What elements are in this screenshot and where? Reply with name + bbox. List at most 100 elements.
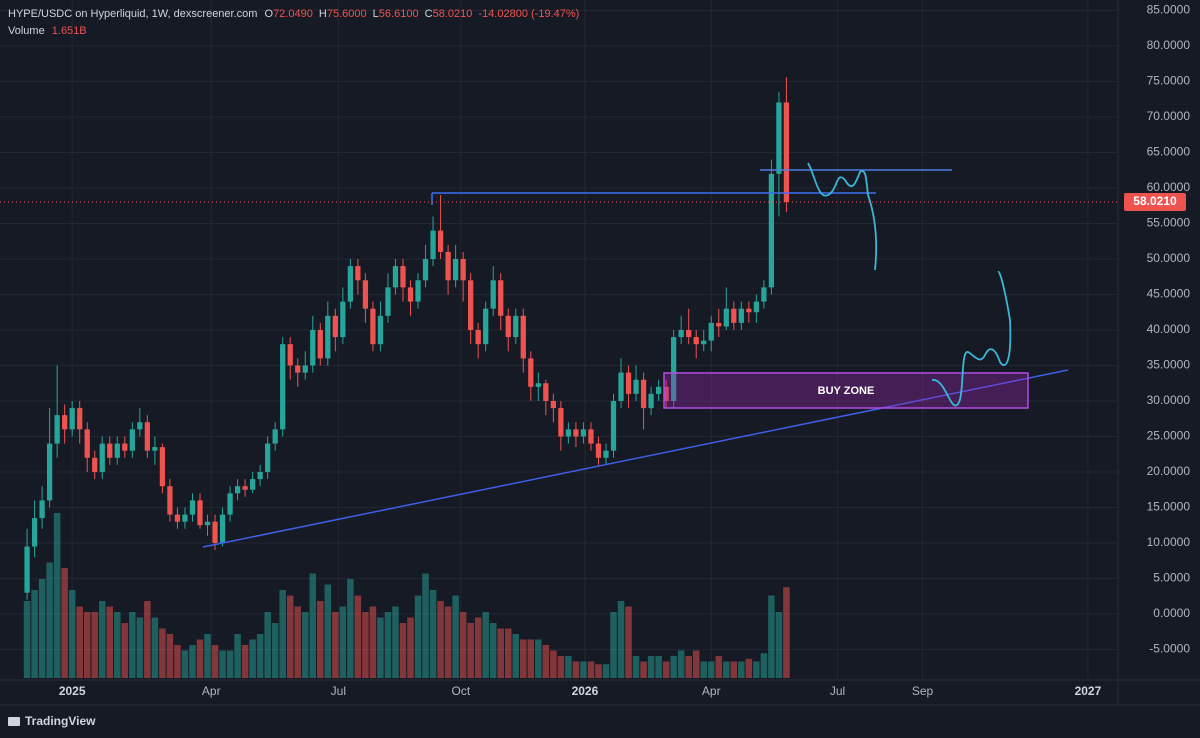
ohlc-key: O <box>265 8 274 20</box>
candle-body <box>212 521 218 543</box>
volume-bar <box>677 650 685 678</box>
candle-body <box>618 372 624 401</box>
candle-body <box>716 322 722 327</box>
volume-bar <box>399 623 407 678</box>
volume-bar <box>723 661 730 678</box>
volume-bar <box>136 617 144 678</box>
volume-bar <box>271 623 279 678</box>
volume-bar <box>542 645 550 678</box>
candle-body <box>783 102 790 203</box>
x-tick-label: Sep <box>912 684 934 698</box>
volume-bar <box>68 590 76 678</box>
candle-body <box>219 514 226 543</box>
candle-body <box>280 344 286 430</box>
x-tick-label: 2025 <box>59 684 86 698</box>
x-tick-label: Oct <box>452 684 471 698</box>
volume-bar <box>211 645 219 678</box>
volume-bar <box>602 664 610 678</box>
volume-bar <box>31 590 38 678</box>
candle-body <box>265 443 271 472</box>
candle-body <box>505 315 511 338</box>
volume-bar <box>286 595 294 678</box>
volume-bar <box>768 595 775 678</box>
candle-body <box>144 422 150 451</box>
y-tick-label: 75.0000 <box>1147 74 1191 88</box>
volume-bar <box>580 661 587 678</box>
candle-body <box>550 400 556 409</box>
volume-bar <box>204 634 211 678</box>
volume-bar <box>159 628 166 678</box>
candle-body <box>84 429 90 458</box>
volume-bar <box>83 612 91 678</box>
candle-body <box>640 379 647 409</box>
volume-bar <box>38 579 46 678</box>
volume-bar <box>670 656 677 678</box>
volume-bar <box>497 628 504 678</box>
candle-body <box>768 173 775 288</box>
volume-bar <box>422 573 429 678</box>
volume-bar <box>504 628 512 678</box>
ohlc-value: 72.0490 <box>273 8 313 20</box>
y-tick-label: 70.0000 <box>1147 109 1191 123</box>
volume-bar <box>587 661 595 678</box>
ohlc-value: 56.6100 <box>379 8 419 20</box>
y-tick-label: 40.0000 <box>1147 322 1191 336</box>
y-tick-label: 60.0000 <box>1147 180 1191 194</box>
buy-zone <box>663 372 1029 409</box>
candle-body <box>565 429 572 437</box>
volume-bar <box>640 661 647 678</box>
candle-body <box>686 329 692 338</box>
candle-body <box>776 102 782 174</box>
volume-bar <box>565 656 572 678</box>
y-tick-label: 85.0000 <box>1147 3 1191 17</box>
y-tick-label: 30.0000 <box>1147 393 1191 407</box>
candle-body <box>332 315 338 338</box>
volume-bar <box>166 634 174 678</box>
candle-body <box>204 521 211 526</box>
candle-body <box>678 329 684 338</box>
candle-body <box>362 280 369 309</box>
candle-body <box>535 383 541 387</box>
candle-body <box>701 340 707 345</box>
candle-body <box>498 280 504 316</box>
volume-bar <box>692 650 700 678</box>
volume-bar <box>309 573 317 678</box>
x-tick-label: Jul <box>830 684 845 698</box>
candle-body <box>31 518 38 547</box>
candle-body <box>197 500 203 526</box>
candle-body <box>437 230 444 252</box>
candle-body <box>603 450 609 458</box>
candle-body <box>731 308 737 323</box>
candle-body <box>325 315 331 359</box>
volume-bar <box>264 612 271 678</box>
candle-body <box>693 337 699 345</box>
volume-bar <box>234 634 241 678</box>
candle-body <box>746 308 752 313</box>
candle-body <box>295 365 301 373</box>
volume-bar <box>53 513 61 678</box>
candle-body <box>107 443 113 458</box>
legend-header: HYPE/USDC on Hyperliquid, 1W, dexscreene… <box>8 8 579 20</box>
y-tick-label: -5.0000 <box>1149 642 1190 656</box>
buy-zone-label: BUY ZONE <box>818 385 875 397</box>
volume-bar <box>354 595 362 678</box>
volume-bar <box>256 634 264 678</box>
candle-body <box>249 479 256 490</box>
candle-body <box>385 287 391 316</box>
candle-body <box>77 408 83 430</box>
volume-bar <box>527 639 535 678</box>
last-price-label: 58.0210 <box>1133 194 1177 208</box>
candle-body <box>310 329 316 366</box>
candle-body <box>422 258 429 281</box>
candle-body <box>663 386 669 401</box>
candle-body <box>99 443 105 472</box>
candle-body <box>257 471 263 480</box>
ohlc-key: C <box>425 8 433 20</box>
candle-body <box>174 514 181 522</box>
volume-bar <box>685 656 692 678</box>
candle-body <box>46 443 53 501</box>
volume-bar <box>520 639 527 678</box>
candle-body <box>460 258 466 281</box>
